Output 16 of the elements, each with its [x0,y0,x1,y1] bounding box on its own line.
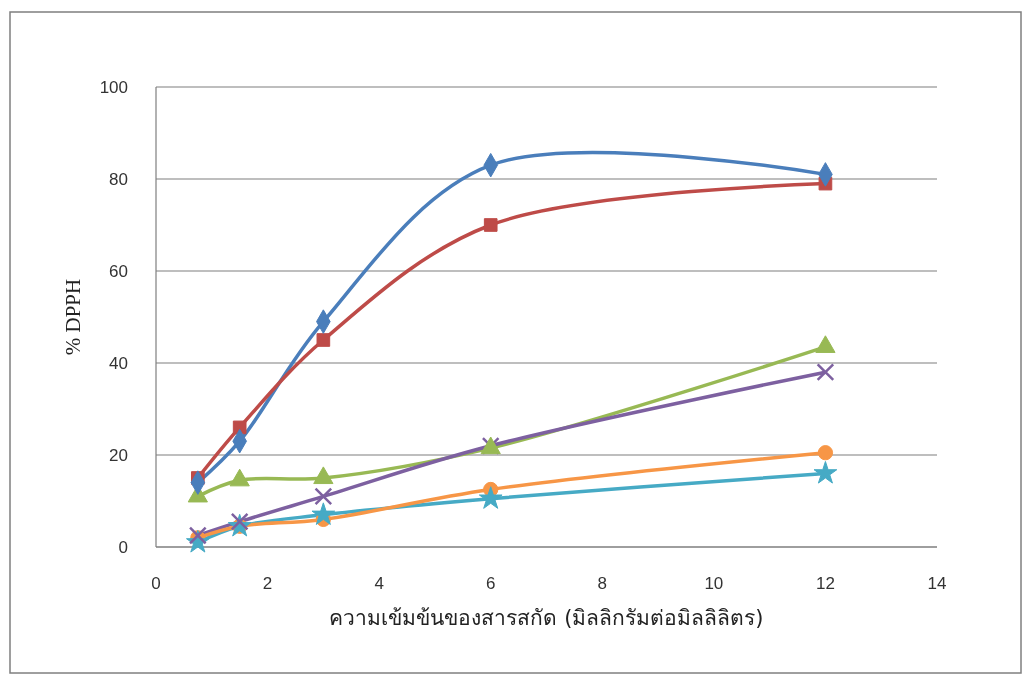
x-tick-label: 4 [374,574,384,593]
x-tick-label: 10 [704,574,724,593]
y-axis-title: % DPPH [61,278,85,356]
x-tick-label: 6 [485,574,496,593]
x-tick-label: 12 [815,574,835,593]
y-tick-label: 100 [99,77,128,97]
y-tick-label: 20 [109,445,128,465]
y-tick-label: 80 [109,169,128,189]
x-tick-label: 14 [927,574,947,593]
y-tick-label: 60 [109,261,128,281]
x-axis-title: ความเข้มข้นของสารสกัด (มิลลิกรัมต่อมิลลิลิตร) [329,606,764,630]
y-tick-label: 40 [109,353,128,373]
x-tick-label: 8 [597,574,608,593]
y-tick-label: 0 [118,537,128,557]
x-tick-label: 2 [262,574,273,593]
x-tick-label: 0 [151,574,161,593]
